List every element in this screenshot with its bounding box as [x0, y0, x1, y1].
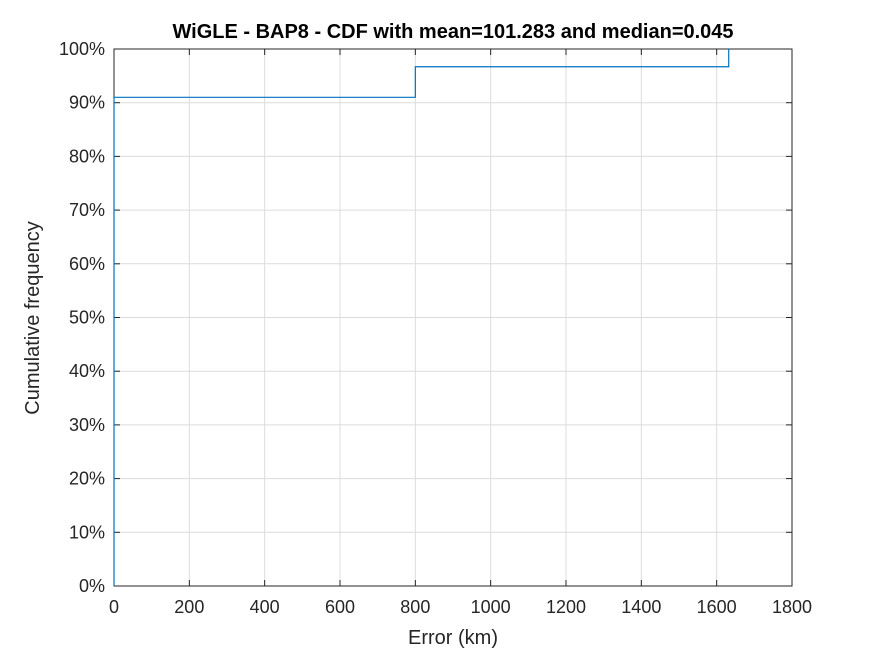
y-tick-label: 10%: [69, 522, 105, 542]
y-tick-label: 30%: [69, 415, 105, 435]
x-tick-label: 1000: [471, 597, 511, 617]
x-tick-label: 1800: [772, 597, 812, 617]
x-tick-labels: 0 200 400 600 800 1000 1200 1400 1600 1800: [109, 597, 812, 617]
series-line-0: [113, 49, 730, 586]
y-tick-label: 100%: [59, 39, 105, 59]
y-axis-label: Cumulative frequency: [22, 221, 44, 414]
y-tick-label: 90%: [69, 93, 105, 113]
y-tick-label: 40%: [69, 361, 105, 381]
x-tick-label: 400: [250, 597, 280, 617]
x-tick-label: 0: [109, 597, 119, 617]
x-tick-label: 800: [400, 597, 430, 617]
y-tick-label: 60%: [69, 254, 105, 274]
x-tick-label: 1400: [621, 597, 661, 617]
y-tick-label: 70%: [69, 200, 105, 220]
y-tick-label: 50%: [69, 308, 105, 328]
y-tick-labels: 0% 10% 20% 30% 40% 50% 60% 70% 80% 90% 100%: [59, 39, 105, 596]
y-tick-label: 20%: [69, 469, 105, 489]
x-tick-label: 1600: [697, 597, 737, 617]
x-tick-label: 600: [325, 597, 355, 617]
y-tick-label: 80%: [69, 146, 105, 166]
series-layer: [113, 49, 730, 586]
x-tick-label: 200: [174, 597, 204, 617]
x-tick-label: 1200: [546, 597, 586, 617]
chart-title: WiGLE - BAP8 - CDF with mean=101.283 and…: [172, 21, 733, 43]
x-axis-label: Error (km): [408, 627, 498, 649]
grid: [113, 48, 793, 587]
y-tick-label: 0%: [79, 576, 105, 596]
